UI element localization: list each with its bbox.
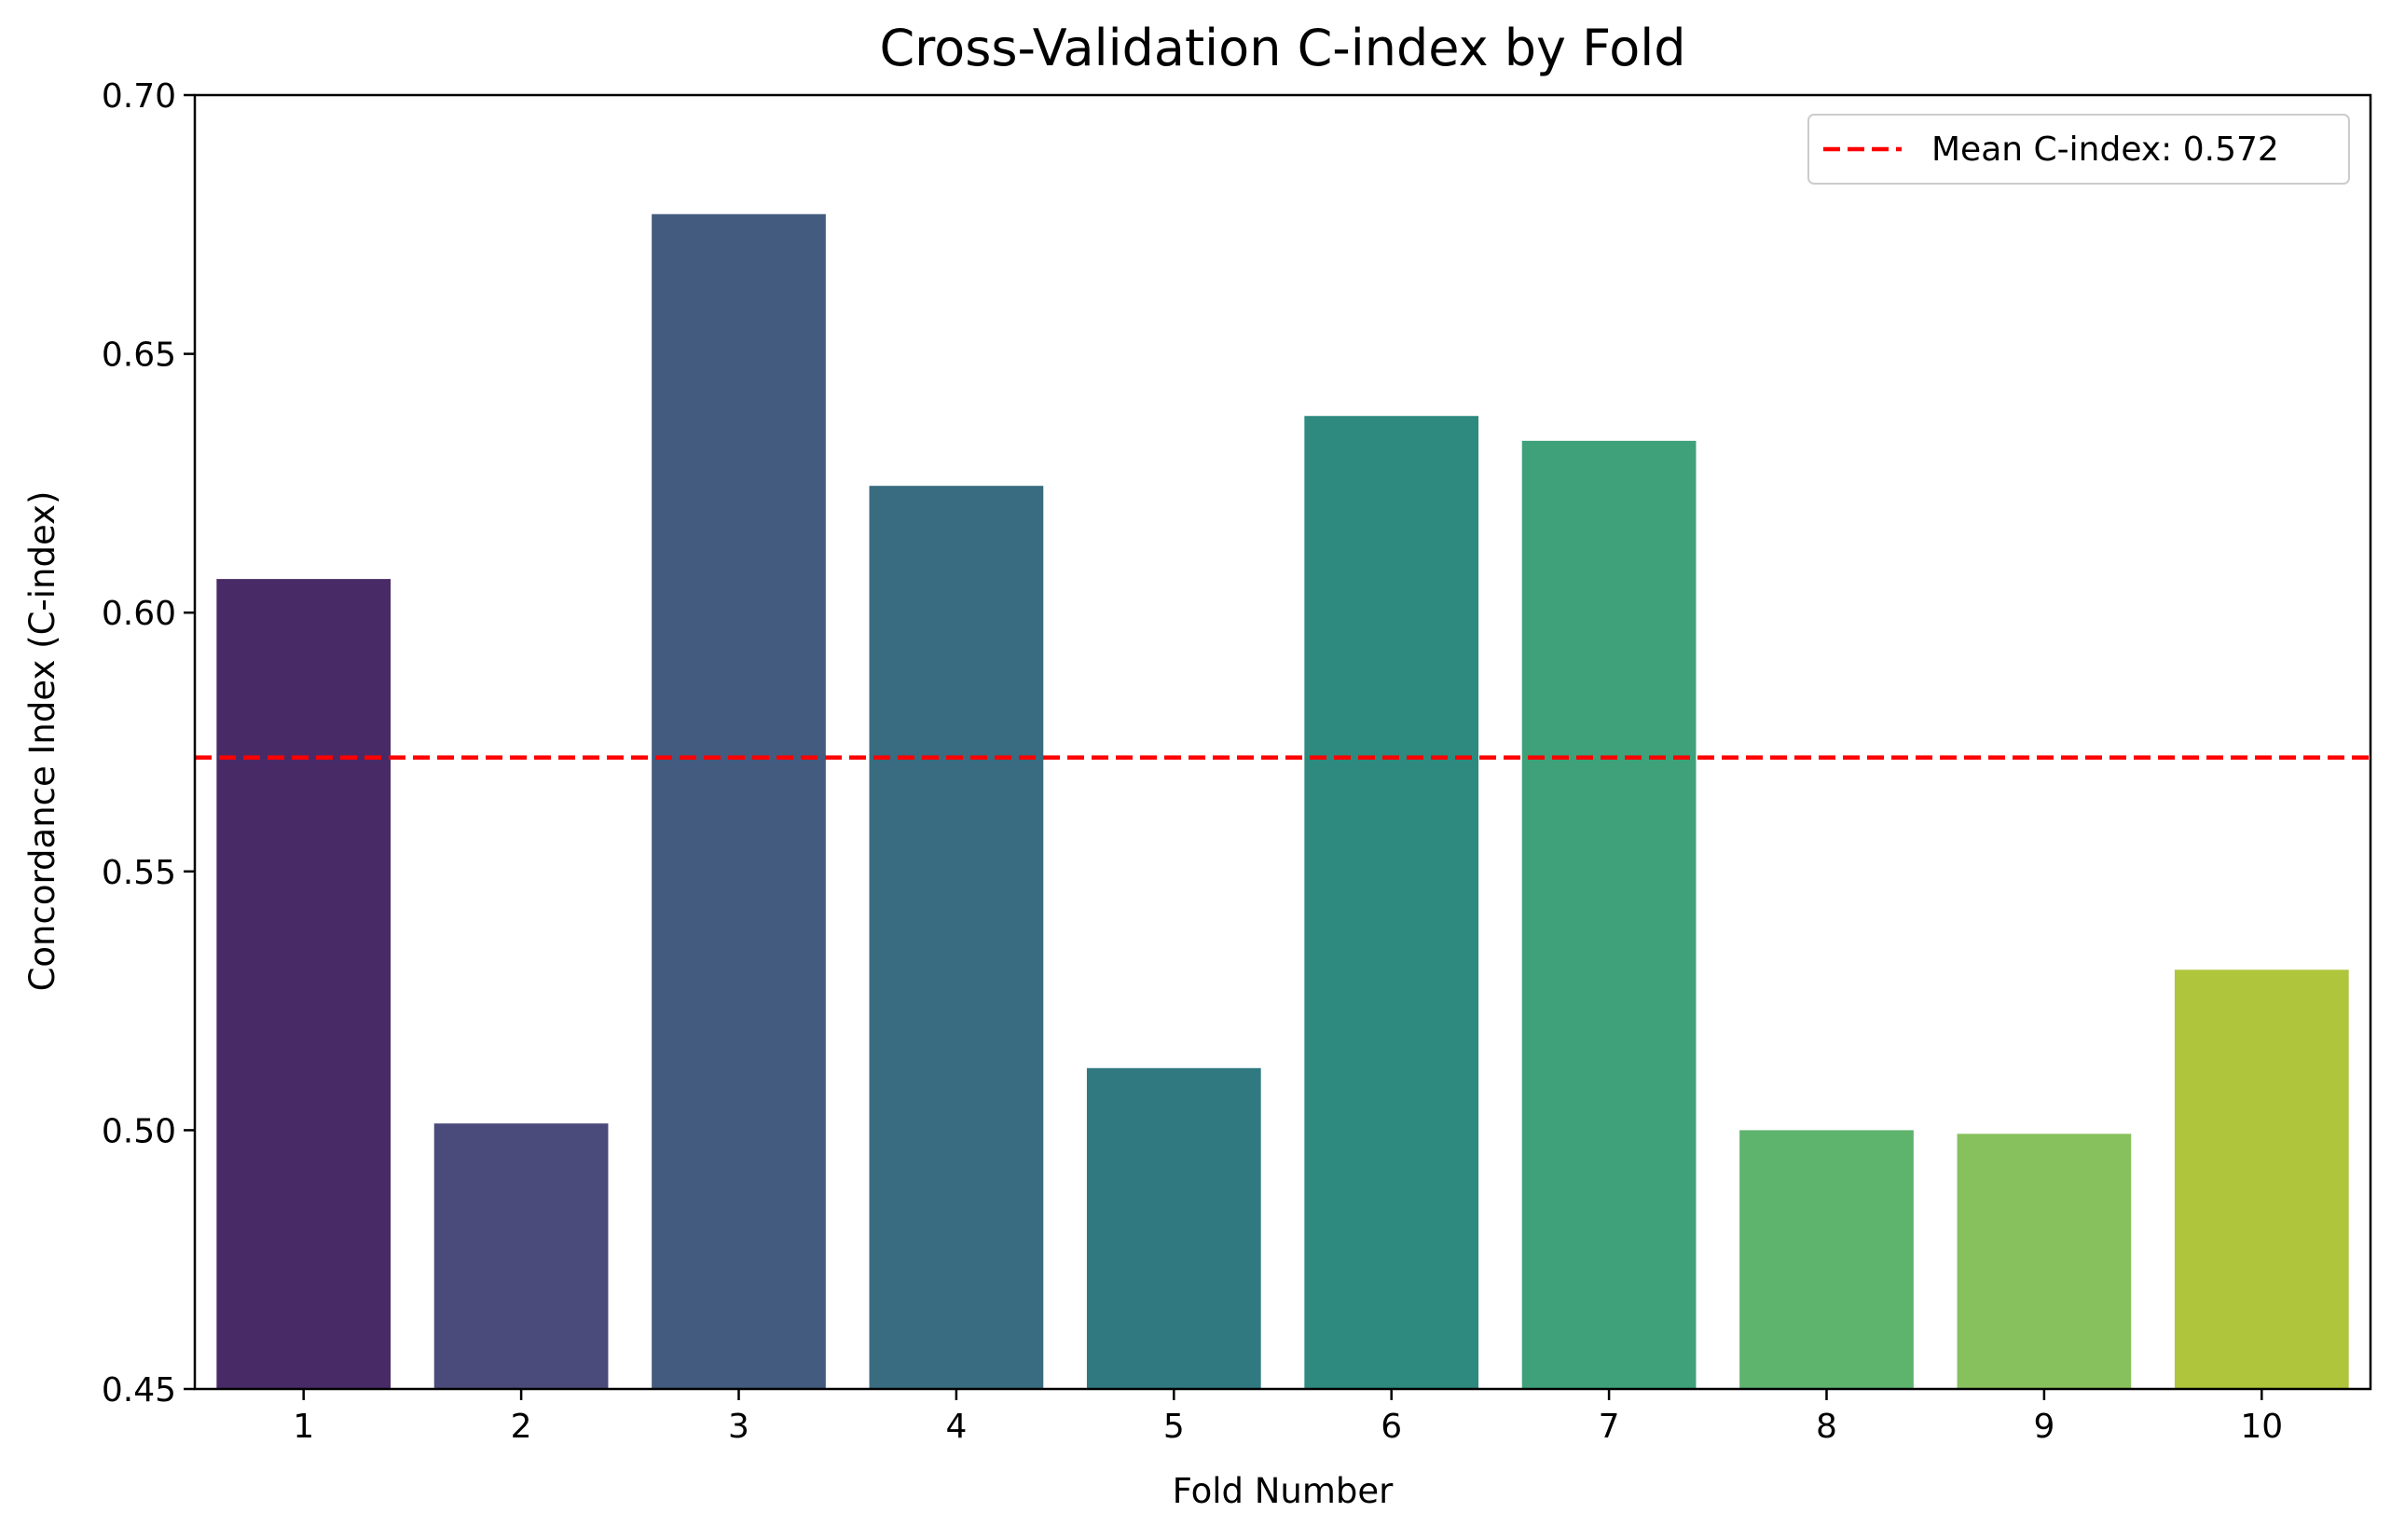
bar-fold-2 <box>433 1123 609 1389</box>
x-tick-label: 1 <box>293 1408 314 1446</box>
x-tick-label: 10 <box>2240 1408 2283 1446</box>
plot-frame <box>193 93 2372 1391</box>
x-tick-label: 4 <box>945 1408 967 1446</box>
x-tick-label: 6 <box>1381 1408 1402 1446</box>
x-tick-label: 2 <box>511 1408 532 1446</box>
bar-fold-10 <box>2174 969 2349 1389</box>
legend: Mean C-index: 0.572 <box>1807 114 2350 185</box>
bar-fold-4 <box>869 486 1044 1389</box>
legend-box <box>1807 114 2350 185</box>
x-ticks-group: 1 2 3 4 5 6 7 8 9 10 <box>293 1389 2283 1446</box>
y-tick-label: 0.65 <box>102 337 176 375</box>
y-tick-label: 0.60 <box>102 595 176 633</box>
legend-label: Mean C-index: 0.572 <box>1931 131 2279 169</box>
x-tick-label: 9 <box>2033 1408 2054 1446</box>
x-tick-label: 5 <box>1163 1408 1185 1446</box>
y-ticks-group: 0.45 0.50 0.55 0.60 0.65 0.70 <box>102 77 195 1409</box>
x-tick-label: 7 <box>1599 1408 1620 1446</box>
y-tick-label: 0.45 <box>102 1371 176 1409</box>
x-tick-label: 8 <box>1816 1408 1837 1446</box>
bar-fold-5 <box>1086 1067 1261 1389</box>
x-axis-label: Fold Number <box>1173 1471 1395 1511</box>
x-tick-label: 3 <box>728 1408 749 1446</box>
bars-group <box>216 213 2349 1389</box>
bar-fold-6 <box>1304 416 1479 1389</box>
y-axis-label: Concordance Index (C-index) <box>22 491 62 992</box>
y-tick-label: 0.50 <box>102 1112 176 1150</box>
y-tick-label: 0.55 <box>102 854 176 892</box>
bar-fold-7 <box>1521 440 1697 1389</box>
bar-fold-1 <box>216 579 392 1389</box>
bar-fold-8 <box>1739 1130 1914 1389</box>
chart-title: Cross-Validation C-index by Fold <box>879 19 1685 77</box>
bar-fold-9 <box>1957 1134 2132 1389</box>
y-tick-label: 0.70 <box>102 77 176 116</box>
bar-fold-3 <box>652 213 826 1389</box>
